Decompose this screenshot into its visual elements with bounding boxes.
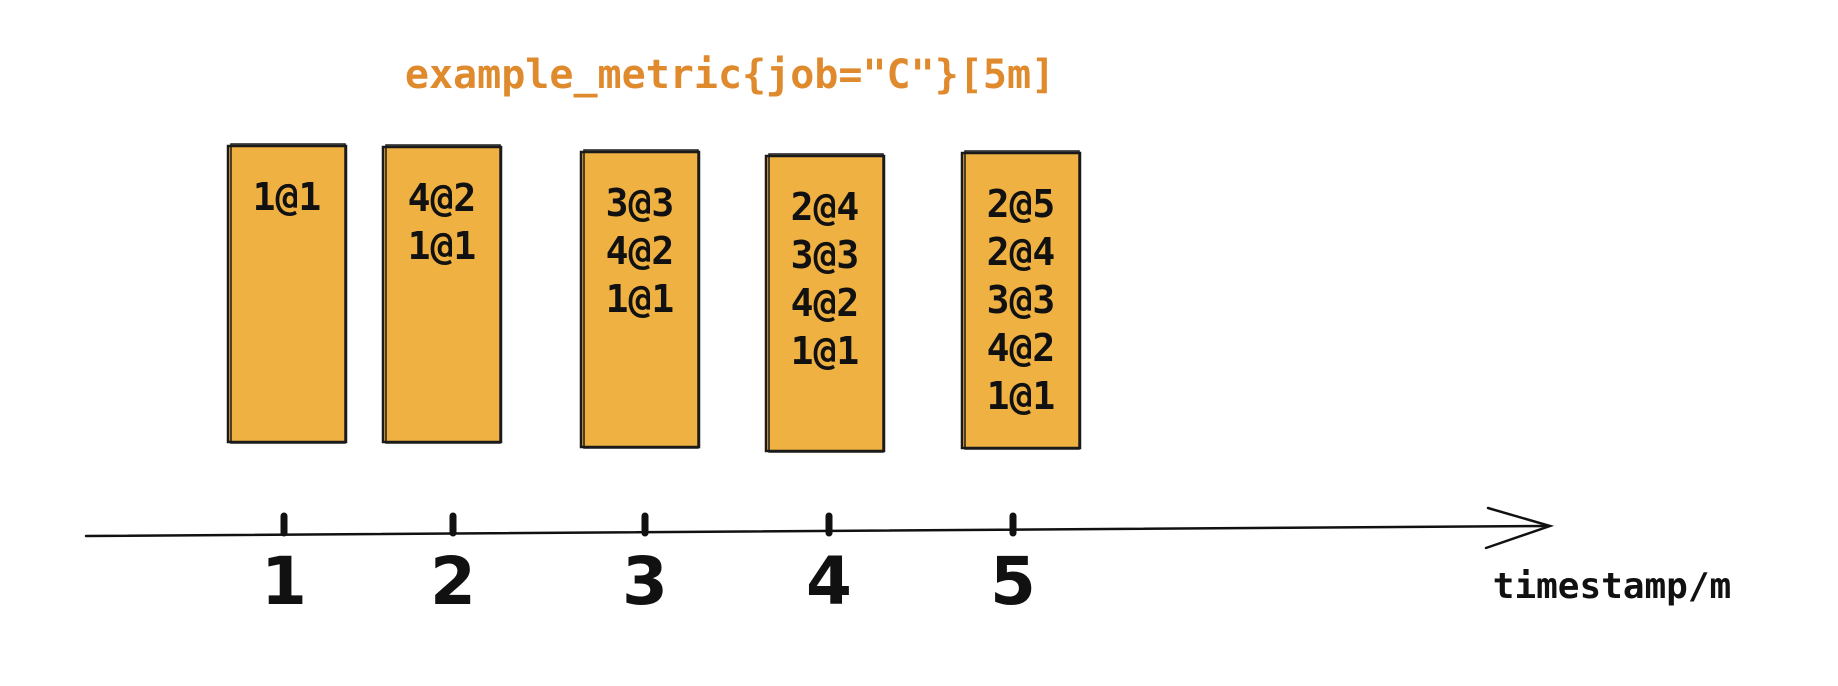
sample-label: 4@2 xyxy=(408,176,477,220)
diagram-title: example_metric{job="C"}[5m] xyxy=(405,52,1055,98)
window-box-outline xyxy=(964,150,1080,450)
sample-label: 1@1 xyxy=(606,277,675,321)
time-axis xyxy=(84,506,1555,550)
sample-label: 3@3 xyxy=(987,278,1056,322)
window-4: 2@43@34@21@1 xyxy=(764,153,886,453)
window-box xyxy=(579,150,701,449)
sample-label: 2@4 xyxy=(987,230,1056,274)
tick-label: 5 xyxy=(990,543,1036,620)
sample-label: 3@3 xyxy=(606,181,675,225)
sample-label: 2@4 xyxy=(791,185,860,229)
axis-arrow-head xyxy=(1484,506,1555,550)
sample-label: 4@2 xyxy=(987,326,1056,370)
ticks-group: 1 2 3 4 5 xyxy=(261,512,1036,620)
tick-label: 4 xyxy=(806,543,852,620)
sample-label: 4@2 xyxy=(606,229,675,273)
axis-line xyxy=(84,524,1550,538)
window-box xyxy=(226,144,348,444)
window-box xyxy=(381,145,503,444)
sample-label: 1@1 xyxy=(987,374,1056,418)
window-box-outline xyxy=(385,144,501,444)
windows-group: 1@1 4@21@13@34@21@12@43@34@21@12@52@43@34… xyxy=(226,143,1082,453)
window-5: 2@52@43@34@21@1 xyxy=(960,150,1082,450)
sample-label: 2@5 xyxy=(987,182,1056,226)
window-3: 3@34@21@1 xyxy=(579,149,701,449)
sample-label: 4@2 xyxy=(791,281,860,325)
window-box xyxy=(764,154,886,453)
axis-label: timestamp/m xyxy=(1493,566,1731,607)
window-box xyxy=(960,151,1082,450)
sample-label: 3@3 xyxy=(791,233,860,277)
window-box-outline xyxy=(230,143,346,444)
tick-label: 2 xyxy=(430,543,476,620)
sample-label: 1@1 xyxy=(253,175,322,219)
window-box-outline xyxy=(583,149,699,449)
sample-label: 1@1 xyxy=(791,329,860,373)
window-2: 4@21@1 xyxy=(381,144,503,444)
tick-label: 1 xyxy=(261,543,307,620)
tick-label: 3 xyxy=(622,543,668,620)
window-box-outline xyxy=(768,153,884,453)
sample-label: 1@1 xyxy=(408,224,477,268)
window-1: 1@1 xyxy=(226,143,348,444)
